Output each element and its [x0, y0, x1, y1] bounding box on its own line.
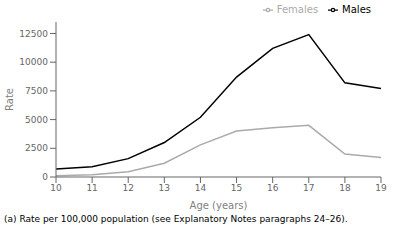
svg-text:18: 18 [339, 183, 351, 193]
svg-text:2500: 2500 [25, 143, 48, 153]
svg-text:Rate: Rate [8, 88, 15, 111]
svg-text:10000: 10000 [19, 57, 48, 67]
svg-text:0: 0 [42, 172, 48, 182]
svg-text:5000: 5000 [25, 115, 48, 125]
html-text:Females: Females [276, 4, 319, 15]
svg-text:10: 10 [50, 183, 62, 193]
svg-text:17: 17 [303, 183, 314, 193]
svg-text:12500: 12500 [19, 29, 48, 39]
svg-text:Age (years): Age (years) [190, 200, 248, 211]
svg-text:14: 14 [195, 183, 207, 193]
svg-text:12: 12 [122, 183, 133, 193]
svg-text:7500: 7500 [25, 86, 48, 96]
html-text:Males: Males [342, 4, 371, 15]
html-text:(a) Rate per 100,000 populatio: (a) Rate per 100,000 population (see Exp… [4, 214, 348, 224]
svg-text:11: 11 [86, 183, 97, 193]
svg-text:19: 19 [375, 183, 387, 193]
svg-text:15: 15 [231, 183, 242, 193]
svg-text:16: 16 [267, 183, 279, 193]
svg-text:13: 13 [159, 183, 170, 193]
